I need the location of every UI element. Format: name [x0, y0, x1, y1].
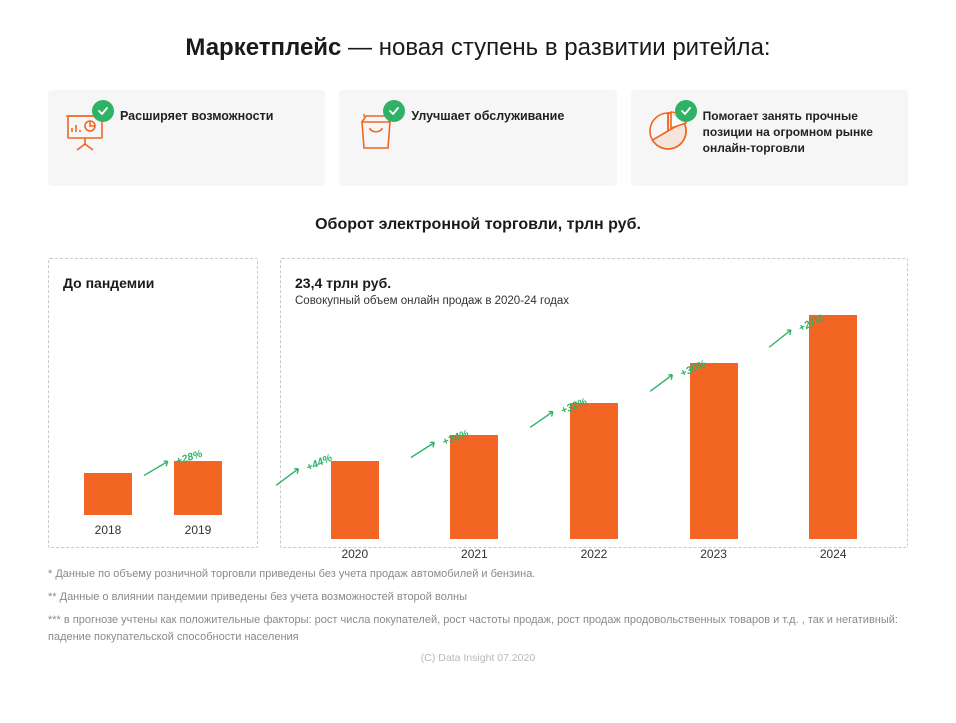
title-rest: — новая ступень в развитии ритейла: [341, 34, 770, 61]
card-expand: Расширяет возможности [48, 90, 325, 186]
bar-col: 2020 [295, 315, 415, 561]
panel-subheading: Совокупный объем онлайн продаж в 2020-24… [295, 295, 893, 307]
bar-col: 2018 [63, 299, 153, 537]
bars-right: 20202021202220232024+44%+34%+32%+30%+27% [295, 315, 893, 561]
panel-forecast: 23,4 трлн руб. Совокупный объем онлайн п… [280, 258, 908, 548]
check-badge-icon [383, 100, 405, 122]
bar-col: 2021 [415, 315, 535, 561]
x-label: 2024 [820, 547, 847, 561]
x-label: 2022 [581, 547, 608, 561]
footnote: ** Данные о влиянии пандемии приведены б… [48, 589, 908, 606]
x-label: 2019 [185, 523, 212, 537]
bar [570, 403, 618, 539]
panel-heading: 23,4 трлн руб. [295, 275, 893, 291]
bar-col: 2024 [773, 315, 893, 561]
shopping-bag-icon [353, 108, 399, 154]
bar [450, 435, 498, 539]
footnote: * Данные по объему розничной торговли пр… [48, 566, 908, 583]
presentation-icon [62, 108, 108, 154]
benefit-cards: Расширяет возможности Улучшает обслужива… [48, 90, 908, 186]
card-label: Помогает занять прочные позиции на огром… [703, 108, 890, 157]
bar [174, 461, 222, 515]
panel-heading: До пандемии [63, 275, 243, 291]
bar [690, 363, 738, 539]
footnotes: * Данные по объему розничной торговли пр… [48, 566, 908, 646]
page-title: Маркетплейс — новая ступень в развитии р… [48, 34, 908, 62]
bar-col: 2019 [153, 299, 243, 537]
check-badge-icon [675, 100, 697, 122]
chart-title: Оборот электронной торговли, трлн руб. [48, 216, 908, 234]
card-market: Помогает занять прочные позиции на огром… [631, 90, 908, 186]
pie-chart-icon [645, 108, 691, 154]
title-bold: Маркетплейс [185, 34, 341, 61]
x-label: 2020 [341, 547, 368, 561]
credit: (С) Data Insight 07.2020 [48, 652, 908, 664]
bar-col: 2023 [654, 315, 774, 561]
x-label: 2018 [95, 523, 122, 537]
bar [331, 461, 379, 539]
check-badge-icon [92, 100, 114, 122]
x-label: 2023 [700, 547, 727, 561]
bars-left: 20182019+28% [63, 299, 243, 537]
bar-col: 2022 [534, 315, 654, 561]
card-label: Расширяет возможности [120, 108, 273, 125]
chart-area: До пандемии 20182019+28% 23,4 трлн руб. … [48, 258, 908, 548]
bar [809, 315, 857, 539]
bar [84, 473, 132, 515]
footnote: *** в прогнозе учтены как положительные … [48, 612, 908, 646]
card-service: Улучшает обслуживание [339, 90, 616, 186]
card-label: Улучшает обслуживание [411, 108, 564, 125]
panel-pre-pandemic: До пандемии 20182019+28% [48, 258, 258, 548]
x-label: 2021 [461, 547, 488, 561]
